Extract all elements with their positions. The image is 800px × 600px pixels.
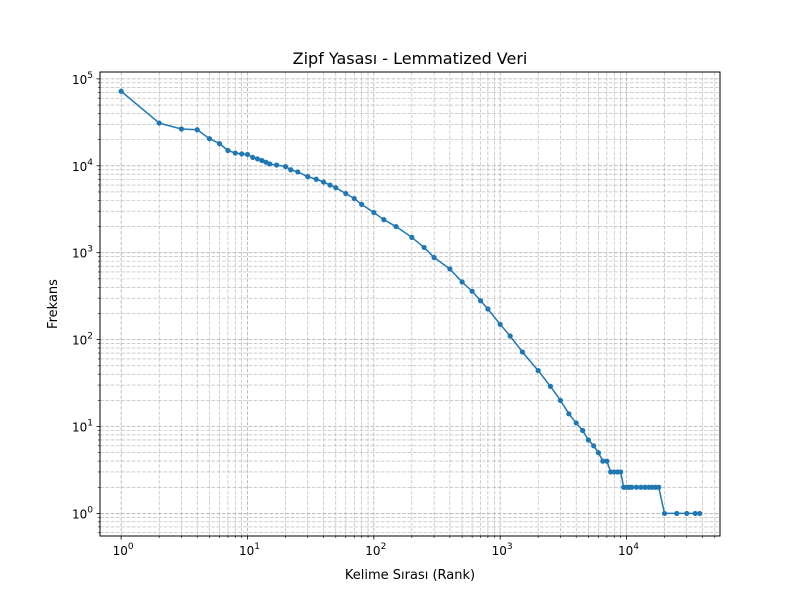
data-point: [604, 458, 610, 464]
data-point: [580, 427, 586, 434]
plot-frame: [99, 71, 721, 537]
x-axis-label: Kelime Sırası (Rank): [345, 568, 475, 583]
y-tick-label: 101: [72, 419, 93, 435]
data-point: [254, 156, 261, 162]
data-point: [485, 306, 491, 312]
data-point: [225, 147, 231, 154]
data-point: [656, 484, 662, 490]
data-point: [431, 254, 437, 261]
data-point: [244, 151, 251, 158]
x-tick-label: 100: [113, 542, 134, 558]
data-point: [661, 510, 668, 517]
data-point: [469, 288, 475, 294]
data-point: [595, 450, 602, 456]
y-tick-label: 103: [72, 245, 93, 261]
data-point: [371, 209, 377, 216]
data-point: [274, 162, 280, 168]
data-point: [305, 174, 311, 180]
data-point: [519, 349, 525, 355]
x-tick-label: 101: [239, 542, 260, 558]
data-point: [477, 298, 484, 304]
y-tick-label: 102: [72, 332, 93, 348]
data-point: [497, 321, 503, 327]
y-tick-label: 104: [72, 158, 93, 174]
data-point: [351, 195, 357, 202]
data-point: [692, 510, 698, 517]
data-point: [267, 161, 273, 167]
data-point: [239, 151, 245, 157]
data-point: [447, 266, 453, 272]
data-point: [573, 420, 579, 426]
data-point: [618, 469, 624, 475]
data-point: [684, 510, 690, 517]
data-point: [591, 443, 597, 449]
data-point: [547, 383, 554, 389]
data-series: [118, 88, 703, 517]
data-point: [358, 201, 365, 207]
data-point: [381, 217, 387, 223]
data-point: [600, 458, 606, 464]
data-point: [216, 141, 223, 147]
data-point: [459, 279, 465, 285]
data-point: [507, 333, 513, 339]
data-point: [333, 185, 339, 191]
x-tick-label: 102: [365, 542, 386, 558]
data-point: [282, 163, 289, 170]
y-axis-label: Frekans: [46, 279, 61, 329]
data-point: [206, 136, 213, 142]
data-point: [535, 368, 541, 374]
data-point: [295, 169, 301, 175]
data-point: [674, 510, 680, 517]
data-point: [327, 182, 333, 188]
data-point: [642, 484, 648, 490]
data-point: [393, 223, 399, 230]
data-point: [409, 234, 415, 240]
data-point: [118, 88, 124, 94]
data-point: [557, 397, 564, 403]
axis-ticks: 100 101 102 103 104 100 101 102 103 104 105: [72, 71, 716, 558]
data-point: [178, 126, 185, 132]
data-point: [585, 437, 592, 443]
data-point: [250, 154, 256, 160]
x-tick-label: 103: [492, 542, 513, 558]
y-tick-label: 100: [72, 505, 93, 521]
data-point: [194, 127, 200, 133]
data-point: [629, 484, 635, 490]
chart-title: Zipf Yasası - Lemmatized Veri: [293, 49, 528, 68]
data-point: [232, 150, 238, 156]
data-point: [638, 484, 644, 490]
y-tick-label: 105: [72, 71, 93, 87]
data-point: [156, 120, 162, 126]
data-point: [320, 179, 327, 185]
x-tick-label: 104: [618, 542, 639, 558]
data-point: [313, 176, 319, 182]
data-point: [288, 167, 294, 173]
data-point: [343, 190, 349, 197]
data-point: [633, 484, 640, 490]
data-point: [259, 157, 265, 164]
data-point: [566, 411, 572, 417]
data-point: [697, 510, 703, 517]
data-point: [421, 244, 427, 251]
